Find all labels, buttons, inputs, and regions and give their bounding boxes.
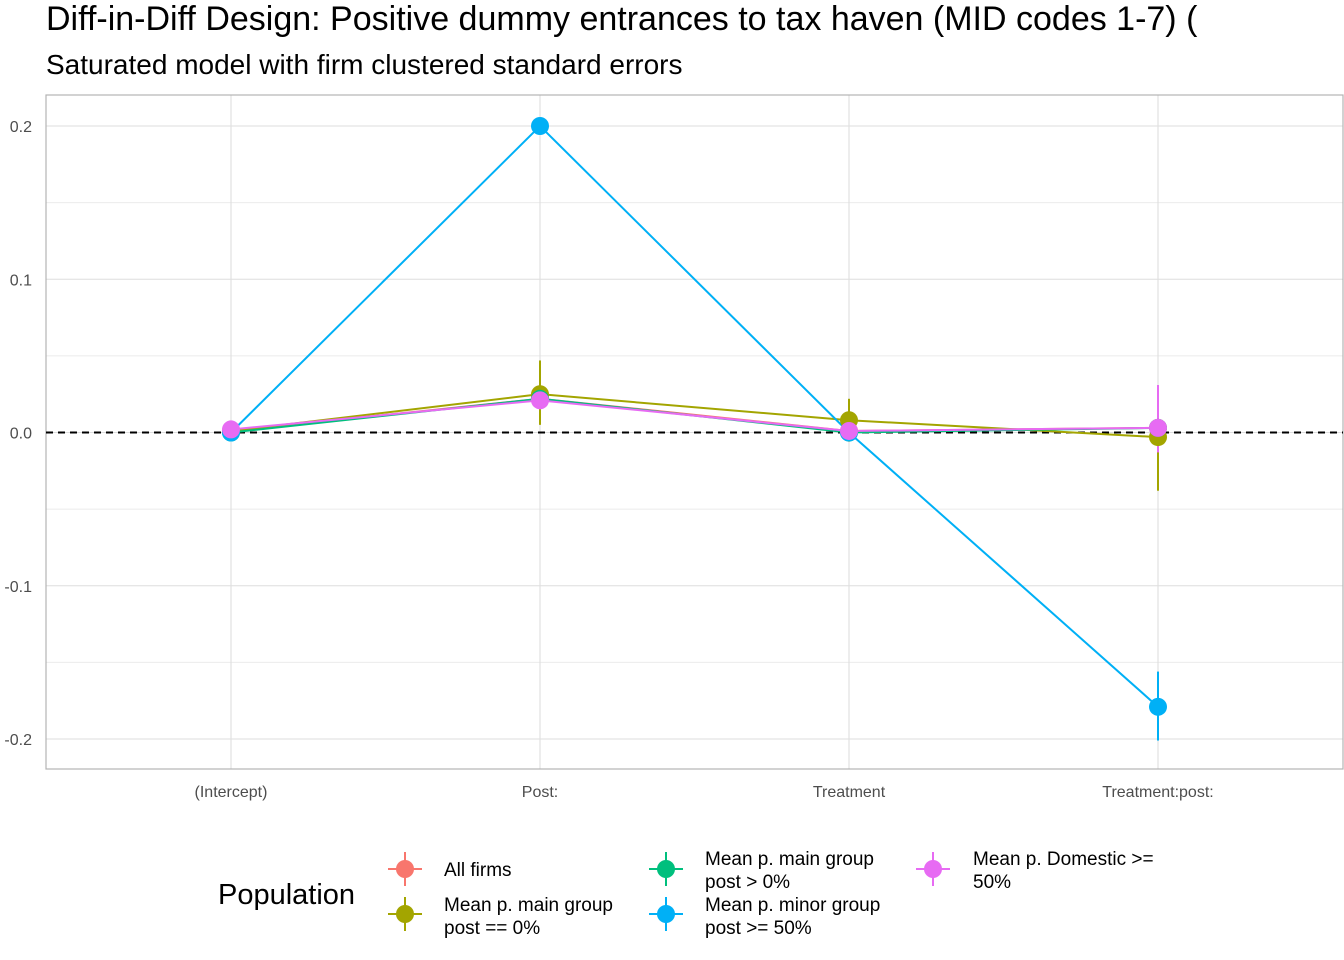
legend-item: Mean p. main group post > 0%	[649, 849, 874, 893]
y-tick-label: -0.2	[4, 732, 32, 749]
legend-label-line: All firms	[444, 860, 512, 881]
series-line	[230, 399, 1159, 432]
legend-label-line: post == 0%	[444, 918, 540, 939]
y-tick-label: 0.2	[10, 119, 32, 136]
x-axis: (Intercept) Post: Treatment Treatment:post:	[195, 784, 1214, 801]
legend-label-line: Mean p. Domestic >=	[973, 849, 1154, 870]
legend-item: Mean p. Domestic >= 50%	[916, 849, 1154, 893]
legend-label-line: post >= 50%	[705, 918, 812, 939]
legend-key-point	[657, 860, 675, 878]
legend-key-point	[396, 860, 414, 878]
legend-key-point	[657, 905, 675, 923]
legend-label-line: Mean p. minor group	[705, 895, 880, 916]
legend-label: Mean p. minor group post >= 50%	[705, 895, 880, 939]
data-point	[222, 420, 240, 439]
legend-label-line: Mean p. main group	[705, 849, 874, 870]
y-tick-label: -0.1	[4, 579, 32, 596]
x-tick-label: Treatment:post:	[1102, 784, 1213, 801]
plot-area	[45, 94, 1344, 770]
data-point	[1149, 697, 1167, 716]
x-tick-label: Post:	[522, 784, 558, 801]
series-line	[230, 124, 1159, 708]
data-point	[840, 421, 858, 440]
legend-label-line: 50%	[973, 872, 1011, 893]
legend-label: Mean p. Domestic >= 50%	[973, 849, 1154, 893]
y-tick-label: 0.1	[10, 272, 32, 289]
legend-label: Mean p. main group post == 0%	[444, 895, 613, 939]
legend-key-point	[396, 905, 414, 923]
y-axis: -0.2 -0.1 0.0 0.1 0.2	[4, 119, 32, 749]
x-tick-label: Treatment	[813, 784, 886, 801]
legend-label: Mean p. main group post > 0%	[705, 849, 874, 893]
legend-label-line: Mean p. main group	[444, 895, 613, 916]
chart-subtitle: Saturated model with firm clustered stan…	[46, 49, 683, 80]
data-point	[531, 117, 549, 135]
legend-item: Mean p. minor group post >= 50%	[649, 895, 880, 939]
legend-item: Mean p. main group post == 0%	[388, 895, 613, 939]
legend-item: All firms	[388, 852, 512, 886]
y-tick-label: 0.0	[10, 426, 32, 443]
legend-key-point	[924, 860, 942, 878]
legend-title: Population	[218, 879, 355, 911]
data-point	[1149, 418, 1167, 437]
x-tick-label: (Intercept)	[195, 784, 268, 801]
legend-label: All firms	[444, 860, 512, 881]
legend-label-line: post > 0%	[705, 872, 790, 893]
data-point	[531, 391, 549, 410]
chart-title: Diff-in-Diff Design: Positive dummy entr…	[46, 0, 1198, 38]
